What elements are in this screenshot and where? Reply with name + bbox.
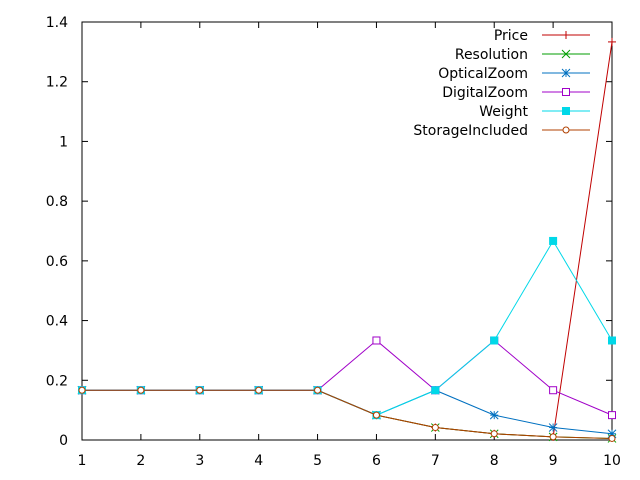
y-tick-label: 1.4	[46, 15, 68, 31]
data-point	[549, 236, 558, 245]
data-point	[561, 49, 571, 59]
data-point	[608, 434, 616, 442]
legend-entry: Price	[494, 28, 590, 44]
data-point	[562, 88, 570, 96]
data-point	[561, 68, 571, 78]
x-tick-label: 5	[313, 453, 322, 469]
legend-label: Resolution	[455, 47, 528, 63]
data-point	[608, 336, 616, 345]
data-point	[562, 107, 570, 115]
legend-label: OpticalZoom	[438, 66, 528, 82]
legend-entry: Weight	[479, 104, 590, 120]
series-weight	[78, 236, 616, 420]
series-resolution	[77, 385, 617, 443]
series-line	[82, 239, 613, 416]
x-tick-label: 9	[549, 453, 558, 469]
data-point	[78, 386, 86, 394]
data-point	[431, 386, 440, 395]
series-line	[82, 389, 613, 439]
legend-entry: Resolution	[455, 47, 590, 63]
legend-entry: StorageIncluded	[413, 123, 590, 139]
series-layer	[77, 37, 617, 443]
axis-ticks: 1 2 3 4 5 6 7 8 9 10 0 0.2 0.4 0.6 0.8 1 1.2 1.4	[46, 15, 621, 469]
y-tick-label: 0.4	[46, 314, 68, 330]
x-tick-label: 10	[603, 453, 621, 469]
data-point	[372, 336, 381, 345]
data-point	[549, 433, 557, 441]
legend-label: Weight	[479, 104, 528, 120]
series-line	[82, 339, 613, 416]
x-tick-label: 8	[490, 453, 499, 469]
series-price	[78, 37, 616, 441]
legend-entry: OpticalZoom	[438, 66, 590, 82]
data-point	[431, 424, 439, 432]
data-point	[562, 31, 570, 39]
data-point	[137, 386, 145, 394]
series-opticalzoom	[77, 385, 617, 439]
data-point	[608, 37, 616, 46]
y-tick-label: 1.2	[46, 75, 68, 91]
x-tick-label: 6	[372, 453, 381, 469]
y-tick-label: 0	[59, 433, 68, 449]
data-point	[549, 386, 558, 395]
y-tick-label: 1	[59, 134, 68, 150]
legend-label: Price	[494, 28, 528, 44]
x-tick-label: 4	[254, 453, 263, 469]
data-point	[372, 411, 380, 419]
plot-frame	[81, 21, 613, 441]
legend-entry: DigitalZoom	[442, 85, 590, 101]
y-tick-label: 0.2	[46, 373, 68, 389]
data-point	[314, 386, 322, 394]
y-tick-label: 0.6	[46, 254, 68, 270]
series-storageincluded	[78, 386, 616, 442]
x-tick-label: 1	[78, 453, 87, 469]
data-point	[490, 336, 499, 345]
legend-label: StorageIncluded	[413, 123, 528, 139]
series-line	[82, 41, 613, 438]
data-point	[489, 410, 499, 420]
series-digitalzoom	[78, 336, 616, 420]
y-tick-label: 0.8	[46, 194, 68, 210]
legend-label: DigitalZoom	[442, 85, 528, 101]
legend: Price Resolution OpticalZoom DigitalZoom Wei…	[413, 28, 590, 139]
x-tick-label: 2	[136, 453, 145, 469]
data-point	[490, 430, 498, 438]
x-tick-label: 7	[431, 453, 440, 469]
data-point	[196, 386, 204, 394]
data-point	[548, 423, 558, 432]
x-tick-label: 3	[195, 453, 204, 469]
data-point	[608, 411, 616, 420]
series-line	[82, 389, 613, 435]
series-line	[82, 389, 613, 439]
data-point	[562, 126, 570, 134]
data-point	[255, 386, 263, 394]
